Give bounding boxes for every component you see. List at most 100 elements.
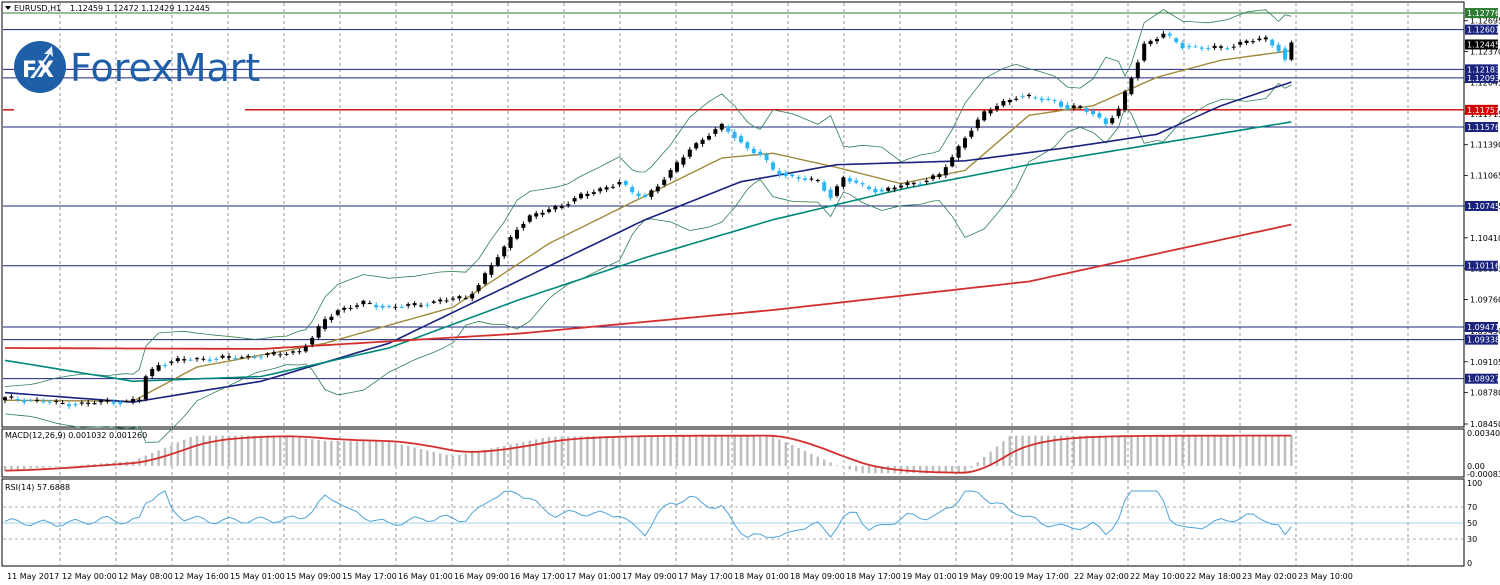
macd-axis: 0.003401 0.00-0.000832 [1467, 429, 1500, 479]
candle-body [380, 305, 385, 308]
candle-body [3, 397, 7, 401]
candle-body [732, 131, 737, 139]
candle-body [169, 361, 174, 363]
ma-line-mid [4, 81, 1292, 404]
bollinger-upper [4, 9, 1292, 387]
candle-body [457, 296, 462, 299]
candle-body [252, 357, 257, 359]
candle-body [950, 157, 955, 167]
time-tick-label: 22 May 10:00 [1130, 572, 1185, 581]
candle-body [207, 359, 212, 362]
candle-body [22, 400, 27, 403]
candle-body [975, 119, 980, 129]
candle-body [758, 151, 763, 155]
candle-body [79, 402, 84, 404]
rsi-tick-label: 50 [1467, 519, 1477, 528]
candle-body [1123, 91, 1127, 110]
candle-body [1148, 40, 1153, 45]
dropdown-triangle-icon[interactable] [5, 6, 11, 10]
time-tick-label: 17 May 17:00 [678, 572, 733, 581]
candle-body [937, 174, 942, 178]
candle-body [1065, 105, 1070, 110]
candle-body [470, 293, 475, 299]
candle-body [591, 192, 596, 194]
candle-body [1142, 43, 1147, 61]
candle-body [1007, 100, 1012, 103]
macd-tick-label: 0.003401 [1467, 429, 1500, 438]
time-tick-label: 16 May 17:00 [510, 572, 565, 581]
candle-body [924, 180, 929, 183]
candle-body [335, 310, 340, 315]
candle-body [105, 399, 110, 402]
price-tick-label: 1.11390 [1470, 141, 1500, 150]
candle-body [572, 198, 577, 202]
candle-body [873, 188, 878, 193]
bollinger-lower [4, 82, 1292, 443]
candle-body [1225, 48, 1230, 50]
time-axis: 11 May 2017 12 May 00:00 12 May 08:00 12 Ma… [7, 572, 1353, 581]
candle-body [1071, 105, 1076, 108]
level-tag [1465, 200, 1498, 211]
candle-body [726, 126, 731, 132]
forexmart-logo: FX ForexMart [14, 41, 260, 93]
candle-body [214, 358, 219, 360]
candle-body [175, 358, 180, 362]
time-tick-label: 12 May 16:00 [174, 572, 229, 581]
candle-body [1187, 46, 1191, 48]
candle-body [828, 189, 833, 199]
candle-body [291, 351, 295, 353]
candle-body [515, 229, 519, 239]
price-tick-label: 1.12370 [1470, 48, 1500, 57]
price-tick-label: 1.08450 [1470, 420, 1500, 429]
candle-body [1027, 94, 1031, 97]
candle-body [393, 306, 398, 308]
rsi-tick-label: 70 [1467, 503, 1477, 512]
candle-body [566, 204, 571, 206]
candle-body [163, 364, 167, 366]
candle-body [655, 186, 660, 192]
candle-body [451, 298, 455, 300]
candle-body [92, 403, 97, 405]
candle-body [1091, 110, 1095, 115]
ma-line-fast [5, 50, 1292, 402]
candle-body [963, 138, 967, 148]
candle-body [700, 139, 705, 144]
candle-body [1097, 113, 1102, 118]
candle-body [1251, 41, 1255, 43]
candle-body [713, 129, 718, 134]
time-tick-label: 16 May 01:00 [398, 572, 453, 581]
candle-body [1244, 40, 1249, 43]
candle-body [1238, 42, 1243, 45]
level-value: 1.09338 [1467, 336, 1500, 345]
candle-body [1014, 98, 1019, 100]
level-value: 1.10745 [1467, 202, 1500, 211]
candle-body [111, 401, 116, 404]
candle-body [905, 182, 910, 186]
candle-body [508, 237, 513, 249]
price-panel[interactable] [1, 1, 1465, 428]
candle-body [1270, 39, 1275, 46]
moving-averages [4, 50, 1292, 404]
candle-body [1276, 44, 1281, 52]
macd-indicator [3, 434, 1293, 474]
candle-body [35, 399, 39, 401]
candle-body [1084, 108, 1089, 112]
candle-body [527, 215, 532, 222]
candle-body [879, 189, 884, 192]
candle-body [60, 402, 65, 404]
candle-body [777, 171, 782, 175]
candle-body [419, 305, 423, 307]
rsi-tick-label: 30 [1467, 535, 1477, 544]
candle-body [751, 148, 756, 154]
candle-body [1206, 48, 1211, 50]
level-value: 1.12183 [1467, 65, 1500, 74]
candle-body [227, 356, 231, 358]
macd-signal-line [4, 434, 1292, 474]
candle-body [1161, 33, 1166, 38]
chart-header: EURUSD,H1 1.12459 1.12472 1.12429 1.1244… [5, 4, 210, 13]
time-tick-label: 11 May 2017 [7, 572, 59, 581]
candle-body [15, 399, 20, 401]
candle-body [73, 403, 78, 406]
candle-body [623, 180, 628, 185]
